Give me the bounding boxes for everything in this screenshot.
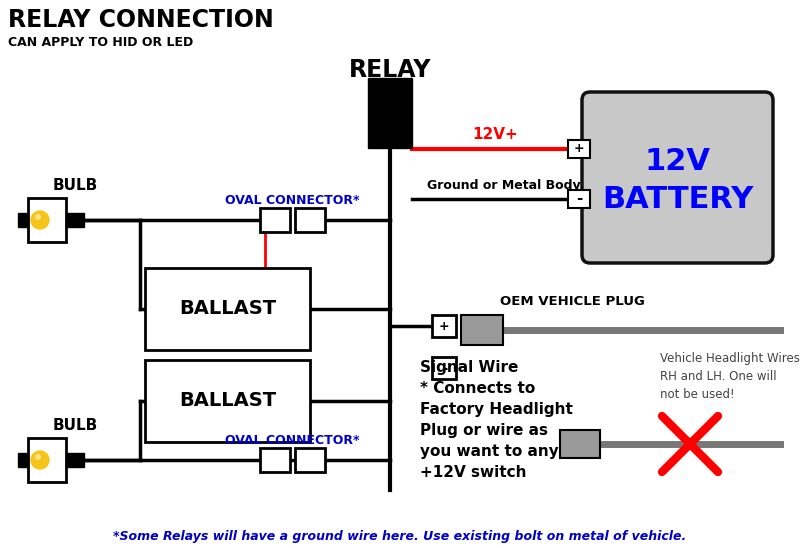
Text: -: - <box>576 191 582 207</box>
Text: OVAL CONNECTOR*: OVAL CONNECTOR* <box>226 433 360 447</box>
Ellipse shape <box>35 454 41 460</box>
FancyBboxPatch shape <box>582 92 773 263</box>
Ellipse shape <box>31 211 49 229</box>
Text: Signal Wire
* Connects to
Factory Headlight
Plug or wire as
you want to any
+12V: Signal Wire * Connects to Factory Headli… <box>420 360 573 480</box>
Bar <box>568 190 590 208</box>
Text: BATTERY: BATTERY <box>602 186 753 214</box>
Bar <box>145 268 310 350</box>
Text: RELAY CONNECTION: RELAY CONNECTION <box>8 8 274 32</box>
Bar <box>568 140 590 158</box>
Text: Vehicle Headlight Wires
RH and LH. One will
not be used!: Vehicle Headlight Wires RH and LH. One w… <box>660 352 800 401</box>
Bar <box>18 213 28 227</box>
Bar <box>66 213 84 227</box>
Bar <box>18 453 28 467</box>
Bar <box>145 360 310 442</box>
Text: +: + <box>574 142 584 156</box>
Ellipse shape <box>31 451 49 469</box>
Bar <box>432 315 456 337</box>
Bar <box>28 438 66 482</box>
Text: OVAL CONNECTOR*: OVAL CONNECTOR* <box>226 193 360 207</box>
Bar <box>368 78 412 148</box>
Text: RELAY: RELAY <box>349 58 431 82</box>
Bar <box>432 357 456 379</box>
Text: BALLAST: BALLAST <box>179 391 276 410</box>
Bar <box>260 208 290 232</box>
Text: BULB: BULB <box>52 418 98 432</box>
Text: 12V: 12V <box>645 147 710 176</box>
Ellipse shape <box>35 214 41 220</box>
Text: CAN APPLY TO HID OR LED: CAN APPLY TO HID OR LED <box>8 36 194 49</box>
Text: 12V+: 12V+ <box>472 127 518 142</box>
Text: *Some Relays will have a ground wire here. Use existing bolt on metal of vehicle: *Some Relays will have a ground wire her… <box>114 530 686 543</box>
Bar <box>295 448 325 472</box>
Text: BALLAST: BALLAST <box>179 300 276 318</box>
Bar <box>461 315 503 345</box>
Text: BULB: BULB <box>52 178 98 192</box>
Text: OEM VEHICLE PLUG: OEM VEHICLE PLUG <box>500 295 645 308</box>
Bar <box>260 448 290 472</box>
Bar <box>560 430 600 458</box>
Text: -: - <box>441 361 447 375</box>
Bar <box>28 198 66 242</box>
Bar <box>295 208 325 232</box>
Bar <box>66 453 84 467</box>
Text: +: + <box>438 319 450 333</box>
Text: Ground or Metal Body: Ground or Metal Body <box>427 179 581 192</box>
